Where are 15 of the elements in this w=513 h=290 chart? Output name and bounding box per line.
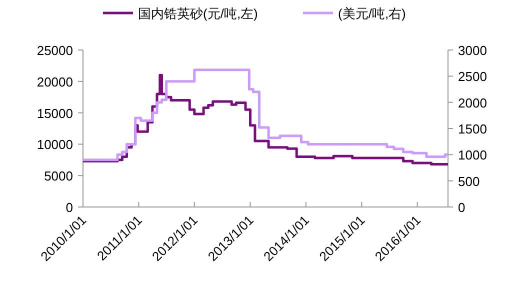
legend-label: 国内锆英砂(元/吨,左): [138, 6, 258, 21]
y2-tick-label: 0: [458, 200, 466, 215]
y-tick-label: 25000: [36, 43, 73, 58]
y2-tick-label: 1500: [458, 122, 487, 136]
y2-tick-label: 3000: [458, 43, 487, 58]
y2-tick-label: 1000: [458, 148, 487, 163]
y-tick-label: 10000: [36, 137, 73, 152]
y-tick-label: 15000: [36, 106, 73, 121]
y-tick-label: 20000: [36, 74, 73, 90]
y-tick-label: 0: [66, 200, 73, 215]
y2-tick-label: 2000: [458, 95, 487, 110]
legend-label: (美元/吨,右): [338, 6, 406, 21]
y-tick-label: 5000: [44, 168, 73, 184]
y2-tick-label: 500: [458, 174, 480, 189]
y2-tick-label: 2500: [458, 69, 487, 84]
